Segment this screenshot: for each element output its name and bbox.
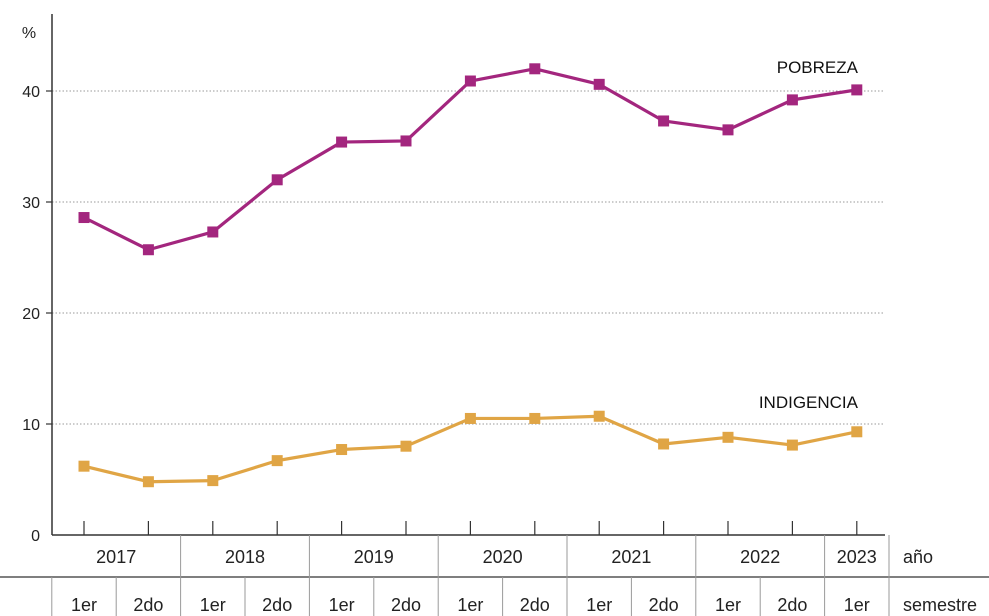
data-point-pobreza-6 xyxy=(464,75,476,87)
series-line-pobreza xyxy=(83,67,858,252)
year-label-2022: 2022 xyxy=(740,547,780,567)
y-tick-label-40: 40 xyxy=(22,84,40,101)
semester-label-8: 1er xyxy=(586,595,612,615)
data-point-pobreza-2 xyxy=(207,226,219,238)
year-label-2023: 2023 xyxy=(837,547,877,567)
data-point-indigencia-5 xyxy=(400,440,412,452)
data-point-indigencia-7 xyxy=(529,412,541,424)
semester-label-5: 2do xyxy=(391,595,421,615)
data-point-indigencia-4 xyxy=(336,444,348,456)
year-label-2019: 2019 xyxy=(354,547,394,567)
series-label-indigencia: INDIGENCIA xyxy=(759,393,859,412)
data-point-indigencia-12 xyxy=(851,426,863,438)
data-point-pobreza-0 xyxy=(78,212,90,224)
data-point-pobreza-11 xyxy=(786,94,798,106)
data-point-indigencia-1 xyxy=(142,476,154,488)
semester-label-12: 1er xyxy=(844,595,870,615)
semester-label-6: 1er xyxy=(457,595,483,615)
year-label-2018: 2018 xyxy=(225,547,265,567)
gridlines xyxy=(52,90,885,425)
y-tick-label-20: 20 xyxy=(22,306,40,323)
data-point-indigencia-3 xyxy=(271,455,283,467)
semester-label-2: 1er xyxy=(200,595,226,615)
semester-row-label: semestre xyxy=(903,595,977,615)
data-point-indigencia-11 xyxy=(786,439,798,451)
labels: 0 10 20 30 40% POBREZA INDIGENCIA xyxy=(22,25,859,545)
data-point-indigencia-9 xyxy=(658,438,670,450)
data-point-pobreza-4 xyxy=(336,136,348,148)
series-line-indigencia xyxy=(83,414,858,484)
data-point-indigencia-0 xyxy=(78,460,90,472)
y-tick-label-0: 0 xyxy=(31,528,40,545)
semester-label-1: 2do xyxy=(133,595,163,615)
data-point-pobreza-9 xyxy=(658,115,670,127)
data-point-indigencia-6 xyxy=(464,412,476,424)
semester-label-4: 1er xyxy=(329,595,355,615)
y-axis-unit-label: % xyxy=(22,25,36,42)
year-label-2021: 2021 xyxy=(611,547,651,567)
data-point-pobreza-5 xyxy=(400,135,412,147)
y-tick-label-30: 30 xyxy=(22,195,40,212)
data-point-indigencia-10 xyxy=(722,431,734,443)
semester-label-3: 2do xyxy=(262,595,292,615)
data-point-pobreza-12 xyxy=(851,84,863,96)
data-point-pobreza-8 xyxy=(593,78,605,90)
semester-label-10: 1er xyxy=(715,595,741,615)
x-axis-table: 2017 2018 2019 2020 2021 2022 2023 año 1er 2do 1er… xyxy=(0,535,989,616)
data-point-indigencia-2 xyxy=(207,475,219,487)
data-point-indigencia-8 xyxy=(593,410,605,422)
year-label-2017: 2017 xyxy=(96,547,136,567)
y-tick-label-10: 10 xyxy=(22,417,40,434)
data-point-pobreza-10 xyxy=(722,124,734,136)
semester-label-0: 1er xyxy=(71,595,97,615)
semester-label-7: 2do xyxy=(520,595,550,615)
data-point-pobreza-1 xyxy=(142,244,154,256)
semester-label-11: 2do xyxy=(777,595,807,615)
series-layer xyxy=(78,63,863,488)
data-point-pobreza-7 xyxy=(529,63,541,75)
semester-label-9: 2do xyxy=(649,595,679,615)
data-point-pobreza-3 xyxy=(271,174,283,186)
year-label-2020: 2020 xyxy=(483,547,523,567)
axes xyxy=(46,14,885,536)
year-row-label: año xyxy=(903,547,933,567)
series-label-pobreza: POBREZA xyxy=(777,58,859,77)
